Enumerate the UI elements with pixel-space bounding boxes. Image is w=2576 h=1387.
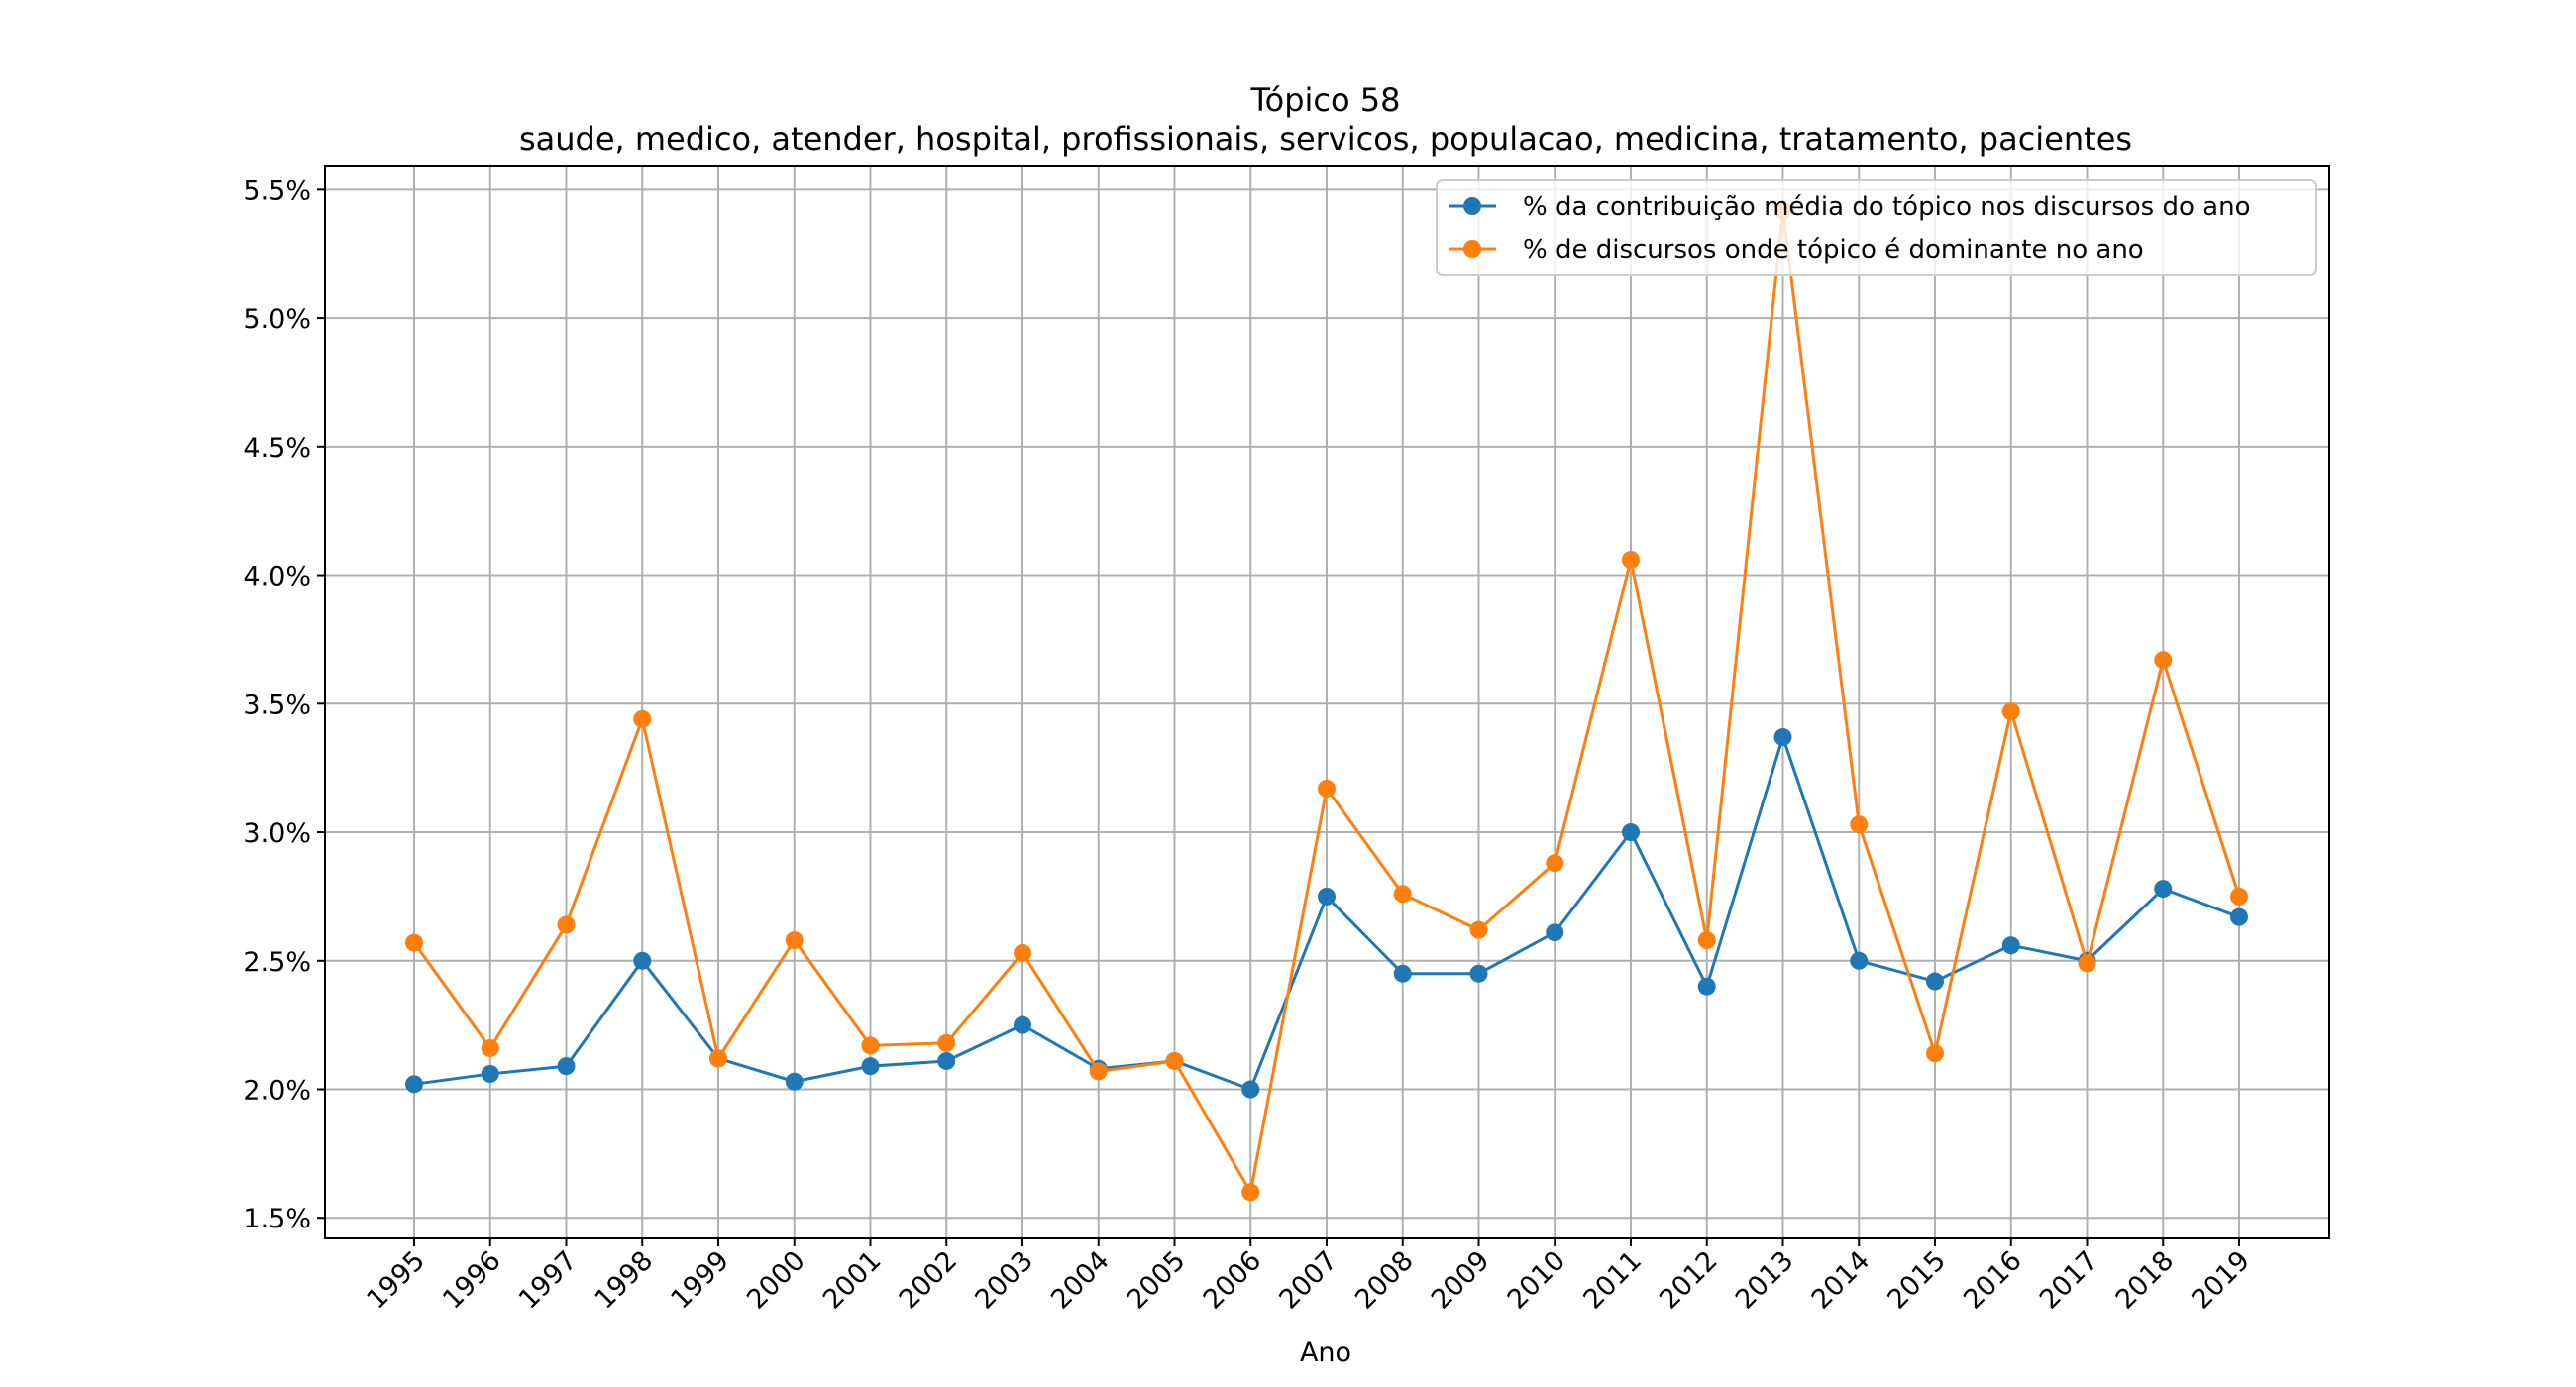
data-point [709,1049,727,1068]
data-point [1089,1062,1108,1081]
plot-frame [324,165,2330,1239]
data-point [1393,964,1412,983]
data-point [633,951,652,970]
data-point [2001,936,2020,955]
y-tick-label: 2.5% [243,947,311,978]
data-point [1926,972,1944,991]
data-point [1850,815,1869,834]
data-point [937,1051,956,1070]
y-tick-label: 4.0% [243,562,311,592]
data-point [1546,854,1564,873]
legend-entry-label: % de discursos onde tópico é dominante n… [1523,235,2144,265]
data-point [1318,779,1336,798]
y-tick-label: 5.0% [243,304,311,335]
data-point [1546,923,1564,942]
data-point [481,1064,499,1083]
data-point [1469,920,1488,939]
data-point [1622,550,1640,569]
data-point [1697,977,1716,996]
data-point [861,1057,880,1076]
data-point [481,1038,499,1057]
data-point [1773,728,1792,747]
y-tick-label: 3.0% [243,818,311,849]
data-point [861,1036,880,1055]
data-point [405,1075,423,1094]
legend-box [1436,179,2317,276]
data-point [1241,1080,1260,1099]
data-point [557,915,576,934]
data-point [2230,907,2248,926]
data-point [2154,651,2173,670]
data-point [1014,1015,1031,1034]
data-point [405,933,423,952]
legend-entry-label: % da contribuição média do tópico nos di… [1523,192,2250,222]
data-point [1014,943,1031,962]
chart-title: Tópico 58 [1250,81,1401,119]
data-point [1850,951,1869,970]
data-point [633,709,652,728]
data-point [937,1033,956,1052]
data-point [785,1072,804,1091]
data-point [1926,1044,1944,1063]
data-point [1241,1183,1260,1202]
y-tick-label: 3.5% [243,690,311,720]
legend-swatch-marker [1463,240,1481,258]
data-point [785,931,804,950]
data-point [1469,964,1488,983]
x-axis-label: Ano [1300,1337,1351,1368]
y-axis: 1.5% 2.0% 2.5% 3.0% 3.5% 4.0% 4.5% 5.0% 5.5% [243,175,325,1234]
legend: % da contribuição média do tópico nos di… [1436,179,2317,276]
y-tick-label: 4.5% [243,433,311,464]
data-point [1165,1051,1184,1070]
data-point [1697,931,1716,950]
data-point [557,1057,576,1076]
y-tick-label: 1.5% [243,1204,311,1234]
data-point [2154,880,2173,899]
legend-swatch-marker [1463,197,1481,215]
data-point [2001,702,2020,721]
data-point [1318,887,1336,906]
data-point [2230,887,2248,906]
y-tick-label: 5.5% [243,175,311,206]
data-point [2078,954,2096,973]
data-point [1622,823,1640,842]
chart-subtitle: saude, medico, atender, hospital, profis… [519,120,2132,158]
y-tick-label: 2.0% [243,1076,311,1107]
data-point [1393,885,1412,904]
